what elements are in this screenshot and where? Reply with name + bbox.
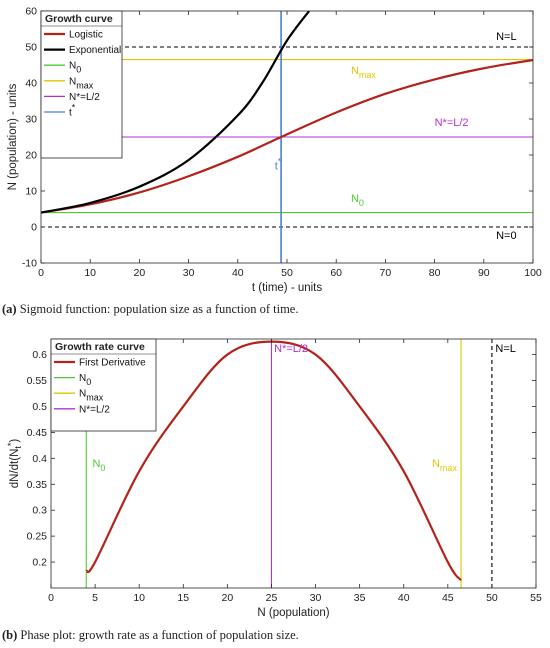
axes-box [50,338,537,589]
x-tick-label: 30 [310,592,322,604]
y-tick-label: 0 [31,222,37,234]
x-tick-label: 40 [232,267,244,279]
x-tick-label: 30 [183,267,195,279]
x-tick-label: 80 [429,267,441,279]
y-tick-label: 0.25 [27,531,48,543]
legend: Growth rate curve First Derivative N0 NmaxN… [50,338,157,432]
y-tick-label: 20 [25,150,37,162]
x-axis-label: t (time) - units [252,282,323,294]
legend-entry-label: N0 [79,373,91,387]
annotation-n0: N0 [92,458,105,473]
y-tick-label: -10 [22,258,37,270]
plot-area [41,11,533,263]
x-tick-label: 0 [48,592,54,604]
x-tick-label: 100 [524,267,542,279]
y-tick-label: 40 [25,78,37,90]
x-tick-label: 20 [222,592,234,604]
annotation-nl2: N*=L/2 [435,117,469,129]
legend-entry-label: N*=L/2 [79,404,110,415]
series-exponential [41,11,311,214]
legend-entry-label: N0 [69,61,81,75]
x-tick-label: 60 [330,267,342,279]
legend-entry-label: Nmax [79,389,104,403]
annotation-nl: N=L [495,343,516,355]
y-axis-label: dN/dt(Nt*) [6,439,23,489]
annotation-t: t* [275,156,282,172]
x-tick-label: 0 [38,267,44,279]
x-tick-label: 50 [486,592,498,604]
legend-box [40,10,123,159]
caption-a: (a) Sigmoid function: population size as… [2,302,298,317]
x-tick-label: 55 [530,592,542,604]
x-tick-label: 45 [442,592,454,604]
legend-entry-label: First Derivative [79,358,146,369]
y-tick-label: 0.45 [27,427,48,439]
annotation-nl: N=L [496,31,516,43]
y-tick-label: 0.3 [32,505,47,517]
x-tick-label: 20 [134,267,146,279]
caption-b-text: Phase plot: growth rate as a function of… [17,628,299,642]
y-axis-label: N (population) - units [7,83,19,190]
y-tick-label: 0.5 [32,401,47,413]
x-tick-label: 5 [92,592,98,604]
y-tick-label: 0.2 [32,557,47,569]
x-tick-label: 15 [177,592,189,604]
y-tick-label: 0.55 [27,375,48,387]
annotation-nl2: N*=L/2 [274,343,308,355]
caption-b: (b) Phase plot: growth rate as a functio… [2,628,299,643]
y-tick-label: 0.4 [32,453,47,465]
legend-title: Growth rate curve [55,341,145,353]
x-tick-label: 25 [266,592,278,604]
x-tick-label: 90 [478,267,490,279]
y-tick-label: 10 [25,186,37,198]
legend-box [50,338,157,432]
annotation-n0: N0 [351,193,364,208]
annotation-n0: N=0 [496,230,516,242]
legend-entry-label: Nmax [69,76,94,90]
x-tick-label: 10 [133,592,145,604]
legend-title: Growth curve [45,13,113,25]
x-tick-label: 10 [84,267,96,279]
y-tick-label: 0.6 [32,349,47,361]
x-tick-label: 35 [354,592,366,604]
caption-a-text: Sigmoid function: population size as a f… [16,302,299,316]
caption-a-tag: (a) [2,302,17,316]
x-tick-label: 50 [281,267,293,279]
x-tick-label: 70 [380,267,392,279]
y-tick-label: 50 [25,42,37,54]
legend-entry-label: t* [69,103,76,119]
annotation-nmax: Nmax [432,458,457,473]
y-tick-label: 60 [25,6,37,18]
y-tick-label: 30 [25,114,37,126]
legend-entry-label: Logistic [69,30,103,41]
series-logistic [41,58,533,214]
legend-entry-label: N*=L/2 [69,92,100,103]
legend-entry-label: Exponential [69,45,121,56]
x-axis-label: N (population) [257,607,329,619]
y-tick-label: 0.35 [27,479,48,491]
caption-b-tag: (b) [2,628,18,642]
annotation-nmax: Nmax [351,65,376,80]
x-tick-label: 40 [398,592,410,604]
